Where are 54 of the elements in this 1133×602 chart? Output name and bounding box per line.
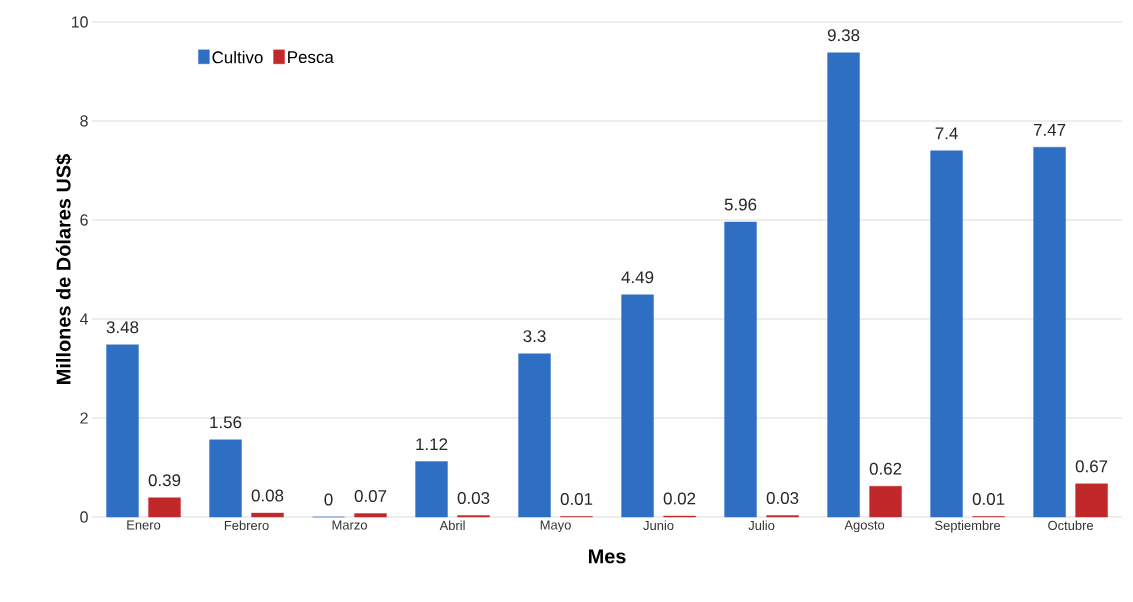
bar xyxy=(724,221,757,518)
bar xyxy=(251,512,284,518)
data-label: 0.62 xyxy=(869,462,902,475)
data-label: 7.4 xyxy=(935,127,958,140)
bar xyxy=(827,52,860,518)
bar xyxy=(930,150,963,518)
bar xyxy=(415,461,448,518)
legend-label: Cultivo xyxy=(212,50,263,64)
x-tick-label: Marzo xyxy=(332,520,367,530)
data-label: 0.67 xyxy=(1075,460,1108,473)
y-tick-label: 0 xyxy=(80,511,88,523)
x-tick-label: Febrero xyxy=(224,520,269,531)
x-tick-label: Julio xyxy=(748,520,775,531)
x-tick-label: Junio xyxy=(643,520,674,531)
bar xyxy=(354,513,387,518)
data-label: 3.48 xyxy=(106,321,139,334)
bar xyxy=(1075,483,1108,518)
data-label: 4.49 xyxy=(621,271,654,284)
bar xyxy=(1033,147,1066,518)
data-label: 0.03 xyxy=(766,492,799,504)
x-tick-label: Agosto xyxy=(844,520,885,533)
y-tick-label: 2 xyxy=(80,412,88,424)
x-tick-label: Abril xyxy=(439,520,465,531)
y-tick-label: 6 xyxy=(80,214,88,226)
data-label: 0.07 xyxy=(354,490,387,503)
bar xyxy=(148,497,181,518)
data-label: 0.03 xyxy=(457,492,490,504)
data-label: 1.56 xyxy=(210,416,242,429)
x-tick-label: Octubre xyxy=(1048,520,1094,531)
x-tick-label: Enero xyxy=(127,520,161,530)
x-axis-title: Mes xyxy=(588,549,626,564)
bar xyxy=(518,353,551,518)
bar xyxy=(106,344,139,518)
data-label: 0.39 xyxy=(148,474,181,487)
y-tick-label: 4 xyxy=(79,313,89,325)
data-label: 7.47 xyxy=(1033,124,1066,136)
x-tick-label: Septiembre xyxy=(935,520,1001,533)
data-label: 0.01 xyxy=(560,492,593,505)
data-label: 1.12 xyxy=(416,438,448,451)
bar xyxy=(209,439,242,518)
y-tick-label: 8 xyxy=(80,115,88,127)
data-label: 0.08 xyxy=(251,489,284,502)
bar xyxy=(869,486,902,518)
x-tick-label: Mayo xyxy=(540,520,571,533)
y-axis-title: Millones de Dólares US$ xyxy=(55,154,72,384)
data-label: 9.38 xyxy=(827,29,860,42)
bar xyxy=(621,294,654,518)
legend-label: Pesca xyxy=(288,51,334,64)
data-label: 5.96 xyxy=(724,198,757,211)
data-label: 0 xyxy=(324,493,333,506)
data-label: 0.02 xyxy=(663,492,696,505)
y-tick-label: 10 xyxy=(71,16,88,28)
data-label: 3.3 xyxy=(523,330,546,343)
data-label: 0.01 xyxy=(972,492,1005,505)
